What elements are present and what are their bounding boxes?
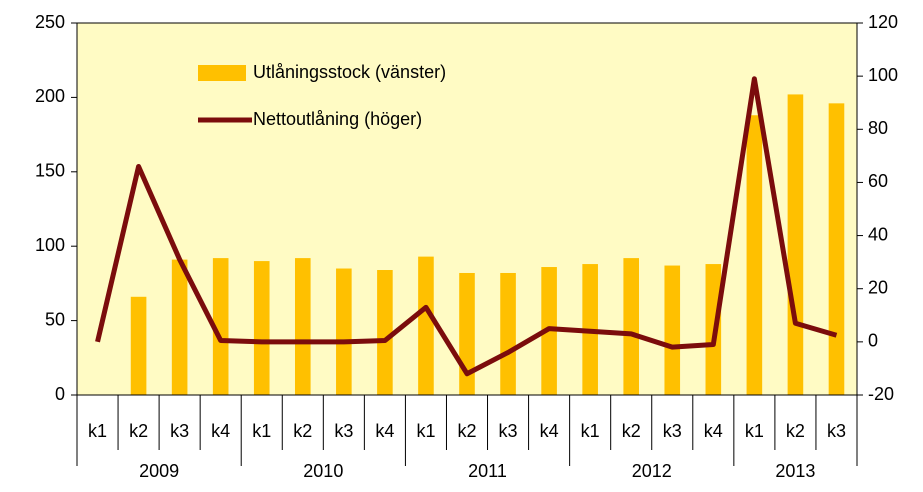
x-tick-label: k4 <box>211 421 230 441</box>
bar <box>664 265 681 395</box>
x-tick-label: k1 <box>581 421 600 441</box>
y-tick-label: 150 <box>35 161 65 181</box>
bar <box>787 94 804 395</box>
x-tick-label: k2 <box>622 421 641 441</box>
bar <box>500 272 516 395</box>
x-tick-label: k2 <box>293 421 312 441</box>
x-tick-label: k3 <box>827 421 846 441</box>
y2-tick-label: 0 <box>868 331 878 351</box>
bar <box>294 258 311 395</box>
legend-label: Nettoutlåning (höger) <box>253 109 422 129</box>
x-tick-label: k3 <box>170 421 189 441</box>
bar <box>828 103 845 396</box>
y2-tick-label: 40 <box>868 224 888 244</box>
x-tick-label: k3 <box>499 421 518 441</box>
x-tick-label: k3 <box>334 421 353 441</box>
x-tick-label: k4 <box>540 421 559 441</box>
legend-label: Utlåningsstock (vänster) <box>253 62 446 82</box>
y2-tick-label: 60 <box>868 171 888 191</box>
y2-tick-label: 20 <box>868 277 888 297</box>
y-tick-label: 50 <box>45 309 65 329</box>
plot-border <box>76 22 858 396</box>
bar <box>459 272 475 395</box>
x-tick-label: k1 <box>88 421 107 441</box>
bar <box>336 268 352 395</box>
bar <box>377 270 393 395</box>
y2-tick-label: 80 <box>868 118 888 138</box>
x-tick-label: k4 <box>704 421 723 441</box>
bar <box>746 115 763 396</box>
y2-tick-label: -20 <box>868 384 894 404</box>
line <box>95 76 838 377</box>
x-group-label: 2012 <box>632 461 672 481</box>
y2-tick-label: 120 <box>868 12 898 32</box>
x-group-label: 2009 <box>139 461 179 481</box>
legend-swatch <box>198 65 246 81</box>
x-tick-label: k4 <box>375 421 394 441</box>
x-group-label: 2013 <box>775 461 815 481</box>
bar <box>212 258 229 395</box>
x-tick-label: k2 <box>129 421 148 441</box>
y-tick-label: 100 <box>35 235 65 255</box>
x-group-label: 2011 <box>468 461 507 481</box>
bar <box>130 296 147 395</box>
x-tick-label: k1 <box>745 421 764 441</box>
bar <box>418 256 434 395</box>
x-tick-label: k2 <box>786 421 805 441</box>
bar <box>171 259 188 395</box>
y-tick-label: 200 <box>35 86 65 106</box>
y2-tick-label: 100 <box>868 65 898 85</box>
y-tick-label: 0 <box>55 384 65 404</box>
x-tick-label: k1 <box>252 421 271 441</box>
y-tick-label: 250 <box>35 12 65 32</box>
bar <box>253 261 270 395</box>
x-group-label: 2010 <box>303 461 343 481</box>
x-tick-label: k3 <box>663 421 682 441</box>
x-tick-label: k1 <box>416 421 435 441</box>
bar <box>623 258 640 395</box>
x-tick-label: k2 <box>457 421 476 441</box>
